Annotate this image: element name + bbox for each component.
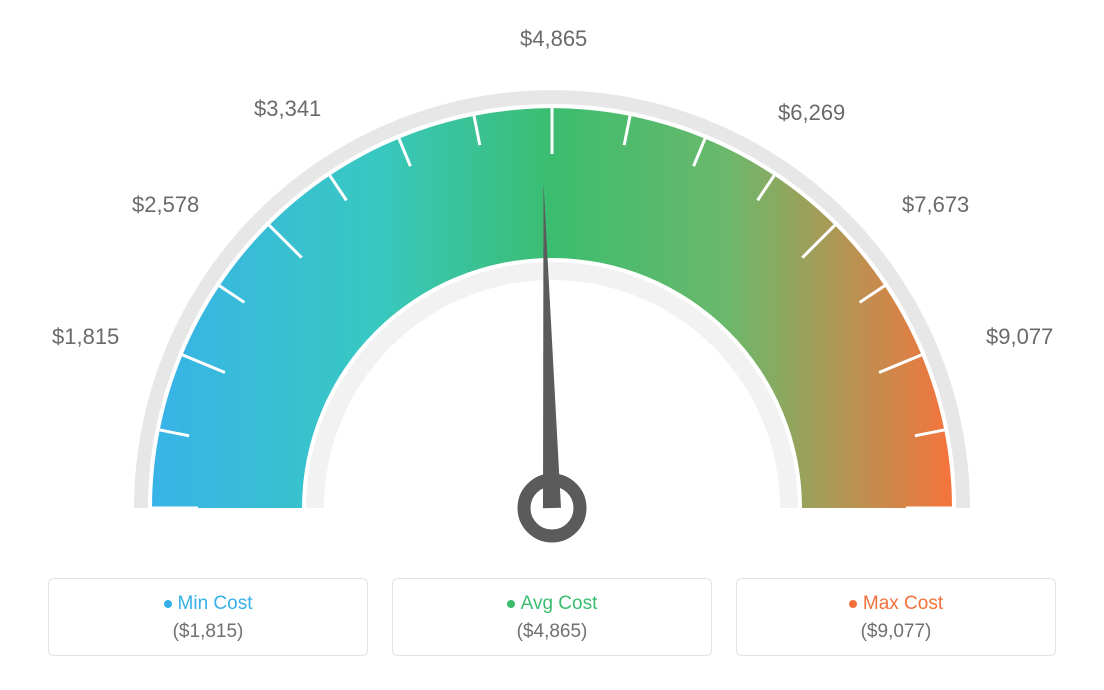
legend-title-max: Max Cost	[737, 593, 1055, 615]
legend-row: Min Cost ($1,815) Avg Cost ($4,865) Max …	[0, 578, 1104, 656]
legend-title-text-min: Min Cost	[178, 593, 253, 614]
gauge-tick-label: $1,815	[52, 324, 119, 350]
gauge-tick-label: $3,341	[254, 96, 321, 122]
legend-value-avg: ($4,865)	[393, 621, 711, 643]
gauge-chart: $1,815 $2,578 $3,341 $4,865 $6,269 $7,673 $9,0…	[0, 0, 1104, 560]
gauge-svg	[0, 0, 1104, 560]
legend-dot-avg	[507, 600, 515, 608]
legend-value-max: ($9,077)	[737, 621, 1055, 643]
gauge-tick-label: $4,865	[520, 26, 587, 52]
legend-card-max: Max Cost ($9,077)	[736, 578, 1056, 656]
gauge-tick-label: $6,269	[778, 100, 845, 126]
legend-card-avg: Avg Cost ($4,865)	[392, 578, 712, 656]
legend-dot-min	[164, 600, 172, 608]
legend-title-text-avg: Avg Cost	[521, 593, 598, 614]
gauge-tick-label: $2,578	[132, 192, 199, 218]
legend-title-text-max: Max Cost	[863, 593, 943, 614]
legend-value-min: ($1,815)	[49, 621, 367, 643]
legend-dot-max	[849, 600, 857, 608]
legend-title-min: Min Cost	[49, 593, 367, 615]
legend-card-min: Min Cost ($1,815)	[48, 578, 368, 656]
gauge-tick-label: $7,673	[902, 192, 969, 218]
gauge-tick-label: $9,077	[986, 324, 1053, 350]
legend-title-avg: Avg Cost	[393, 593, 711, 615]
